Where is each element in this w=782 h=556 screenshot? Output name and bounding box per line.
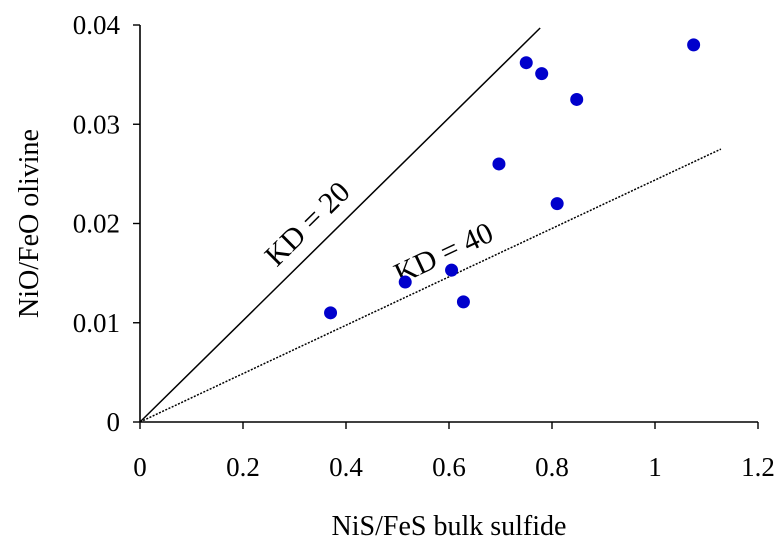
y-tick-label: 0	[107, 407, 121, 437]
data-point	[550, 197, 564, 211]
tick-labels: 0 0.2 0.4 0.6 0.8 1 1.2 0 0.01 0.02 0.03 0.04	[73, 10, 775, 482]
x-tick-label: 0	[133, 452, 147, 482]
data-point	[687, 38, 701, 52]
data-point	[445, 263, 459, 277]
y-axis-title: NiO/FeO olivine	[14, 129, 45, 318]
reference-line-kd-20	[139, 27, 541, 423]
x-tick-label: 0.4	[329, 452, 363, 482]
x-tick-label: 0.6	[432, 452, 466, 482]
data-point	[570, 92, 584, 106]
reference-lines: KD = 20 KD = 40	[139, 27, 722, 423]
y-tick-label: 0.01	[73, 308, 120, 338]
data-point	[398, 275, 412, 289]
reference-line-kd-40	[139, 148, 722, 423]
x-tick-label: 0.8	[535, 452, 569, 482]
y-tick-label: 0.04	[73, 10, 121, 40]
data-point	[456, 295, 470, 309]
y-tick-label: 0.03	[73, 109, 120, 139]
x-axis-title: NiS/FeS bulk sulfide	[332, 511, 567, 542]
x-tick-label: 1.2	[741, 452, 775, 482]
y-tick-label: 0.02	[73, 209, 120, 239]
x-tick-label: 0.2	[226, 452, 260, 482]
data-point	[324, 306, 338, 320]
data-point	[492, 157, 506, 171]
axes	[133, 24, 759, 429]
data-point	[535, 67, 549, 81]
x-tick-label: 1	[648, 452, 662, 482]
data-point	[519, 56, 533, 70]
data-points	[324, 38, 701, 320]
